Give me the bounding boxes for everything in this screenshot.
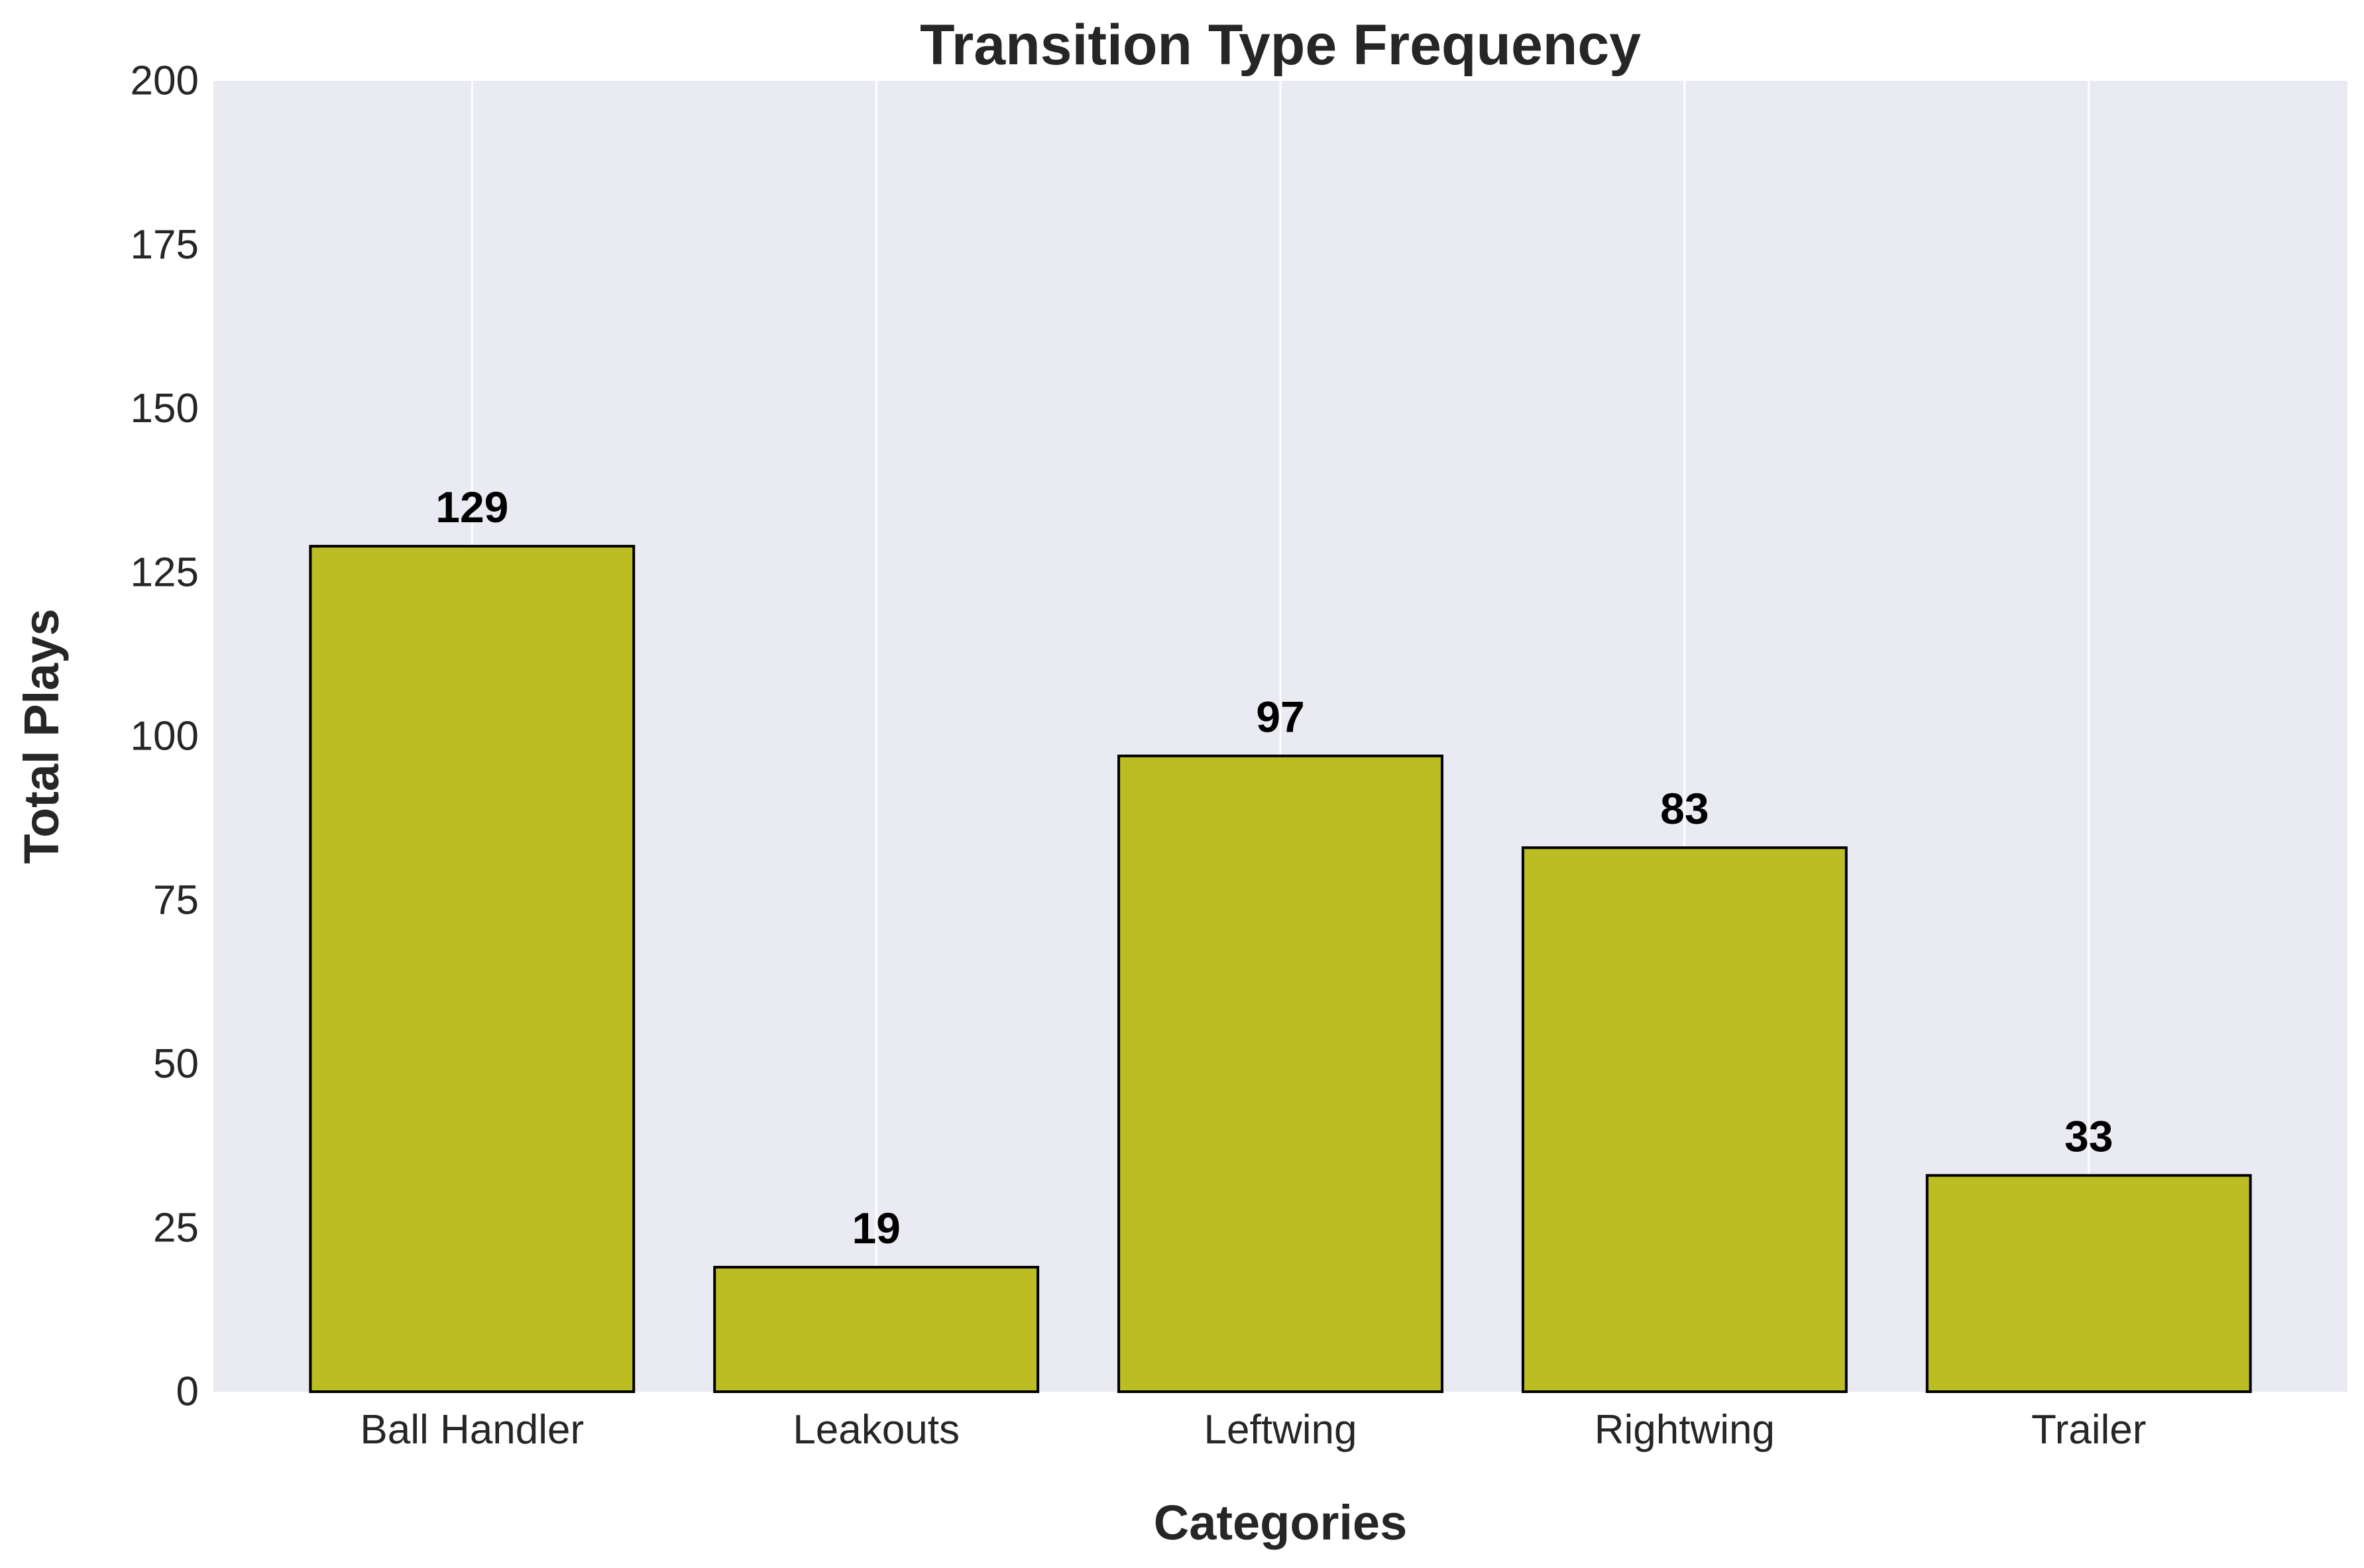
x-tick-label: Leftwing <box>1204 1407 1357 1453</box>
x-tick-label: Trailer <box>2031 1407 2146 1453</box>
bar-value-label: 83 <box>1660 784 1709 833</box>
bar <box>309 545 636 1394</box>
bar-value-label: 33 <box>2064 1112 2113 1161</box>
y-tick-label: 200 <box>131 58 199 104</box>
bar <box>1117 754 1443 1394</box>
bars <box>309 545 2252 1394</box>
x-tick-labels: Ball Handler Leakouts Leftwing Rightwing Tra… <box>360 1407 2146 1453</box>
y-tick-label: 150 <box>131 386 199 431</box>
y-tick-label: 175 <box>131 222 199 268</box>
y-tick-label: 75 <box>153 877 199 923</box>
bar <box>1521 846 1848 1393</box>
x-tick-label: Rightwing <box>1595 1407 1775 1453</box>
chart-title: Transition Type Frequency <box>920 13 1641 77</box>
y-tick-label: 50 <box>153 1041 199 1087</box>
y-tick-label: 125 <box>131 549 199 595</box>
y-axis-label: Total Plays <box>14 608 69 864</box>
y-tick-label: 0 <box>176 1369 199 1415</box>
x-axis-label: Categories <box>1154 1495 1407 1550</box>
bar-value-label: 97 <box>1256 693 1304 742</box>
data-labels: 129 19 97 83 33 <box>435 482 2113 1253</box>
y-tick-label: 100 <box>131 714 199 759</box>
bar-value-label: 129 <box>435 482 508 532</box>
x-tick-label: Leakouts <box>793 1407 960 1453</box>
bar <box>1925 1174 2252 1393</box>
y-tick-label: 25 <box>153 1205 199 1251</box>
x-tick-label: Ball Handler <box>360 1407 584 1453</box>
y-tick-labels: 0 25 50 75 100 125 150 175 200 <box>131 58 199 1415</box>
bar <box>713 1266 1040 1393</box>
bar-value-label: 19 <box>852 1204 900 1253</box>
